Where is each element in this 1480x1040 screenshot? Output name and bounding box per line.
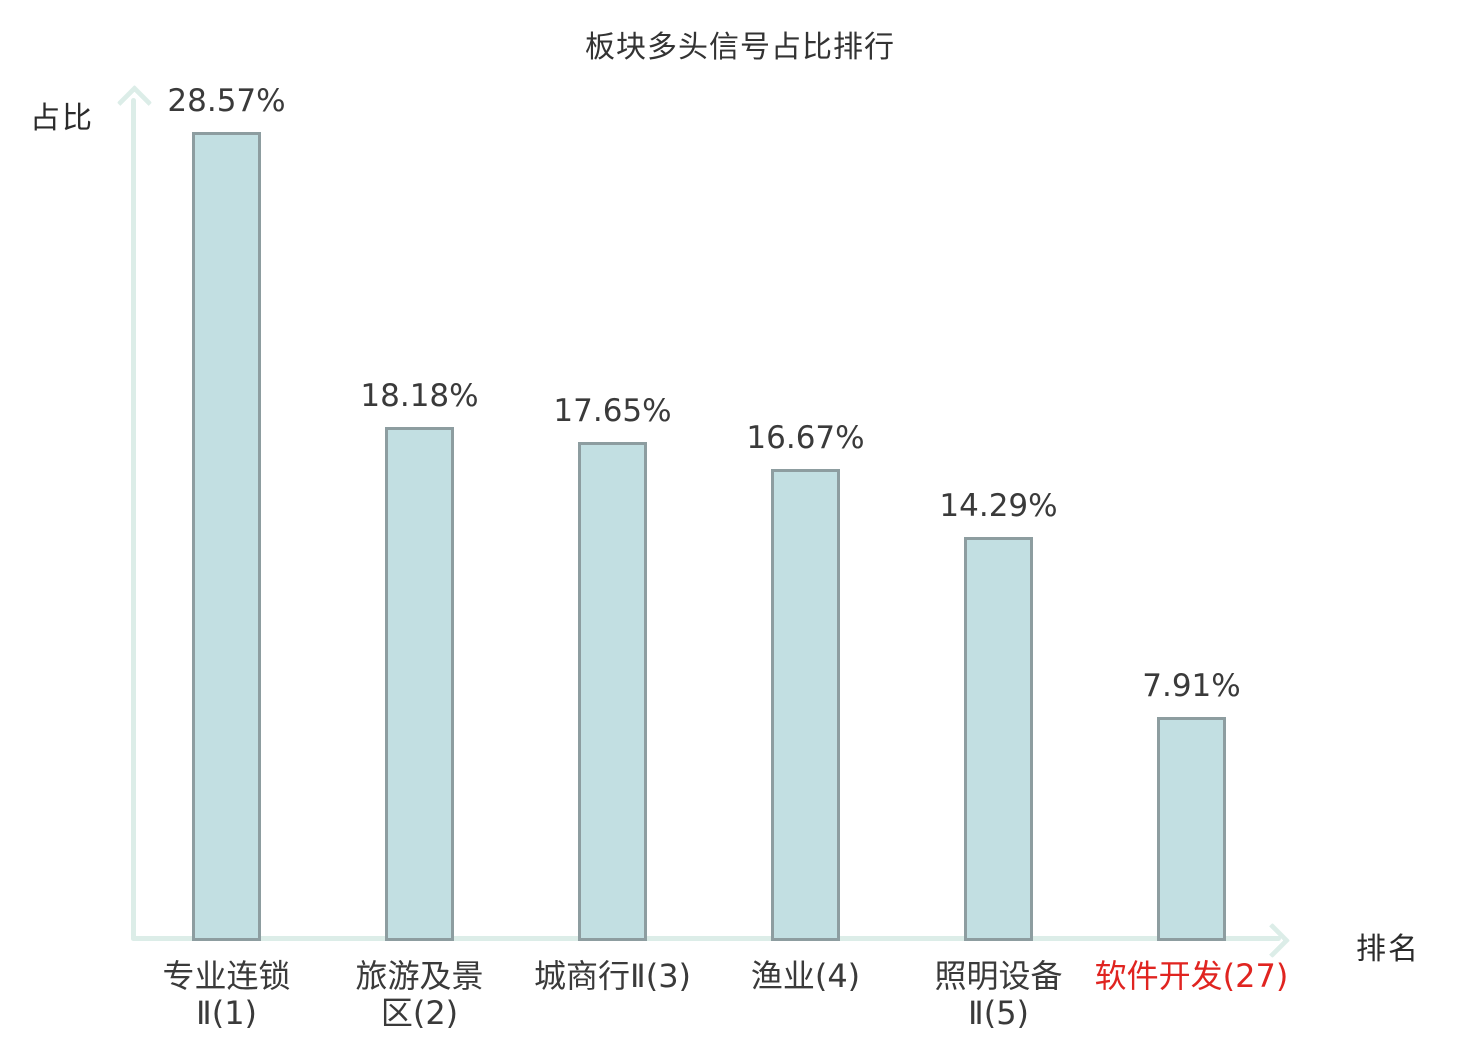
- bar-value-label: 17.65%: [553, 393, 672, 429]
- bar: [192, 132, 261, 941]
- bar: [385, 427, 454, 941]
- x-axis-label: 排名: [1356, 932, 1420, 967]
- bar-tick-label: 软件开发(27): [1094, 957, 1289, 995]
- bar-value-label: 7.91%: [1142, 668, 1241, 704]
- chart-title: 板块多头信号占比排行: [585, 30, 895, 65]
- bar-value-label: 18.18%: [360, 378, 479, 414]
- bar-value-label: 14.29%: [939, 488, 1058, 524]
- bar: [1157, 717, 1226, 941]
- bar-value-label: 16.67%: [746, 420, 865, 456]
- y-axis-line: [131, 98, 136, 941]
- bar-tick-label: 渔业(4): [750, 957, 861, 995]
- bar-tick-label: 城商行Ⅱ(3): [533, 957, 692, 995]
- y-axis-label: 占比: [30, 101, 94, 136]
- bar-tick-label: 照明设备 Ⅱ(5): [934, 957, 1063, 1032]
- bar-tick-label: 专业连锁 Ⅱ(1): [162, 957, 291, 1032]
- bar: [771, 469, 840, 941]
- bar: [578, 442, 647, 941]
- bar-tick-label: 旅游及景 区(2): [355, 957, 484, 1032]
- bar: [964, 537, 1033, 941]
- x-axis-arrow-right-icon: [1254, 922, 1291, 959]
- x-axis-line: [131, 936, 1281, 941]
- bar-value-label: 28.57%: [167, 83, 286, 119]
